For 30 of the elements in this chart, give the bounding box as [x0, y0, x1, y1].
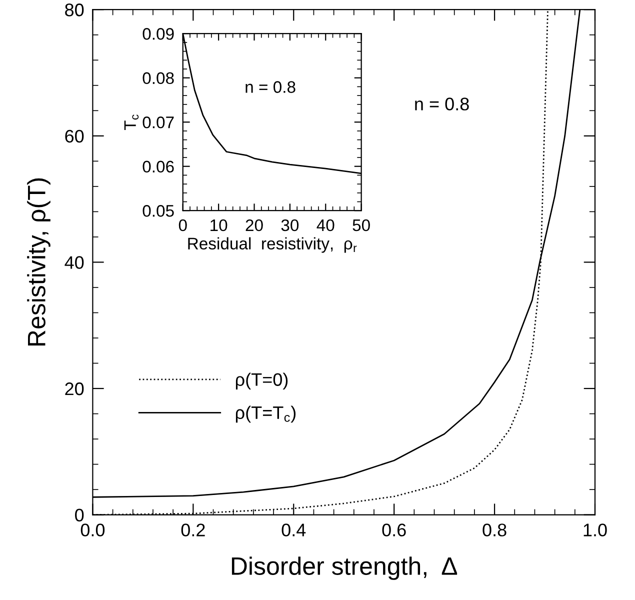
x-tick-label: 0.0 — [80, 524, 105, 536]
y-axis-title: T$_{c}$ — [124, 114, 139, 130]
y-tick-label: 0.06 — [142, 160, 174, 173]
x-tick-label: 50 — [352, 219, 370, 232]
x-tick-label: 0.6 — [382, 524, 406, 536]
y-tick-label: 0.05 — [142, 205, 174, 217]
legend-label: ρ(T=T$_{c}$) — [236, 406, 296, 423]
x-tick-label: 0.2 — [181, 524, 205, 536]
x-tick-label: 30 — [281, 219, 299, 232]
x-axis-title: Residual resistivity, ρ$_{r}$ — [188, 237, 357, 253]
y-tick-label: 80 — [65, 4, 84, 16]
x-tick-label: 0.4 — [282, 524, 306, 536]
x-tick-label: 0 — [178, 219, 187, 232]
y-tick-label: 0.07 — [142, 116, 174, 128]
annotation: n = 0.8 — [415, 98, 469, 110]
x-tick-label: 0.8 — [482, 524, 506, 536]
x-tick-label: 40 — [316, 219, 334, 232]
y-axis-title: Resistivity, ρ(T) — [27, 178, 50, 346]
x-tick-label: 10 — [210, 219, 228, 232]
x-axis-title: Disorder strength, Δ — [232, 556, 458, 580]
y-tick-label: 0 — [75, 508, 84, 522]
y-tick-label: 0.09 — [142, 28, 174, 40]
x-tick-label: 1.0 — [584, 524, 607, 536]
x-tick-label: 20 — [246, 219, 263, 232]
annotation: n = 0.8 — [246, 81, 296, 93]
y-tick-label: 60 — [65, 130, 84, 143]
y-tick-label: 20 — [65, 382, 84, 396]
y-tick-label: 40 — [64, 256, 84, 269]
y-tick-label: 0.08 — [142, 72, 174, 84]
legend-label: ρ(T=0) — [236, 372, 288, 390]
